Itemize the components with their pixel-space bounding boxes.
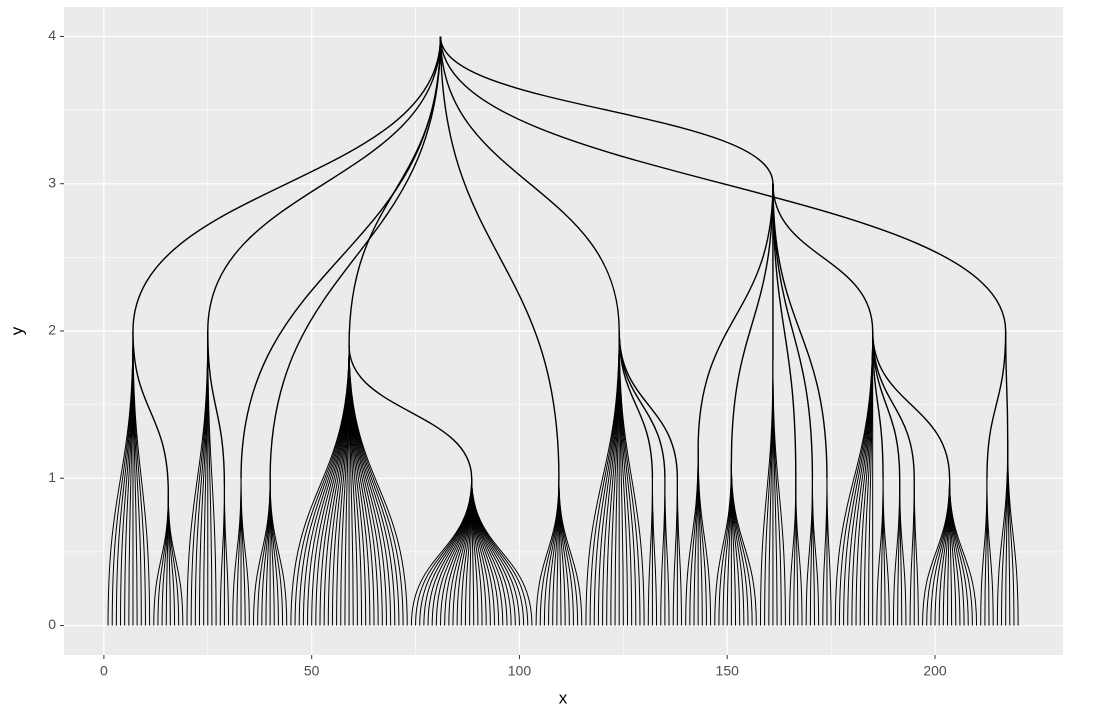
leaf-edge <box>949 478 978 626</box>
branch <box>207 36 442 332</box>
edges <box>107 36 1019 626</box>
leaf-edge <box>1007 441 1019 626</box>
x-tick-label: 100 <box>508 663 532 679</box>
grid <box>64 7 1063 655</box>
leaf-edge <box>471 478 533 626</box>
branch <box>132 330 170 494</box>
x-tick-label: 0 <box>100 663 108 679</box>
branch <box>986 330 1007 479</box>
branch <box>132 36 442 332</box>
leaf-edge <box>348 345 408 626</box>
leaf-edge <box>207 330 217 626</box>
branch <box>1004 330 1009 442</box>
branch <box>439 36 620 332</box>
leaf-edge <box>664 478 670 626</box>
leaf-edge <box>899 478 907 626</box>
branch <box>871 330 915 479</box>
branch <box>772 183 828 479</box>
branch <box>207 330 226 486</box>
x-tick-label: 200 <box>923 663 947 679</box>
leaf-edge <box>167 492 184 626</box>
x-tick-label: 50 <box>304 663 320 679</box>
y-tick-label: 3 <box>48 174 56 190</box>
branch <box>269 36 442 479</box>
leaf-edge <box>986 478 994 626</box>
leaf-edge <box>240 478 250 626</box>
branch <box>348 345 473 479</box>
y-tick-label: 0 <box>48 616 56 632</box>
leaf-edge <box>618 330 645 626</box>
leaf-edge <box>772 360 786 626</box>
branch <box>439 36 560 479</box>
y-tick-label: 1 <box>48 469 56 485</box>
branch <box>772 183 874 332</box>
leaf-edge <box>826 478 832 626</box>
leaf-edge <box>697 448 712 626</box>
y-tick-label: 4 <box>48 27 56 43</box>
branch <box>730 183 774 464</box>
leaf-edge <box>913 478 919 626</box>
leaf-edge <box>795 478 803 626</box>
x-axis-title: x <box>559 688 568 707</box>
leaf-edge <box>882 478 890 626</box>
branch <box>871 330 951 479</box>
x-tick-label: 150 <box>716 663 740 679</box>
leaf-edge <box>269 478 288 626</box>
y-axis-title: y <box>7 326 26 335</box>
leaf-edge <box>223 485 230 626</box>
branch <box>772 183 797 479</box>
branch <box>439 36 1007 332</box>
branch <box>697 183 774 449</box>
leaf-edge <box>730 463 757 626</box>
y-tick-label: 2 <box>48 322 56 338</box>
axes: 0 50 100 150 200 0 1 2 3 4 <box>48 27 947 679</box>
leaf-edge <box>558 478 583 626</box>
branch <box>348 36 442 346</box>
branch <box>618 330 679 479</box>
leaf-edge <box>811 478 820 626</box>
leaf-edge <box>132 330 151 626</box>
branch <box>439 36 774 184</box>
leaf-edge <box>651 478 658 626</box>
leaf-edge <box>676 478 683 626</box>
